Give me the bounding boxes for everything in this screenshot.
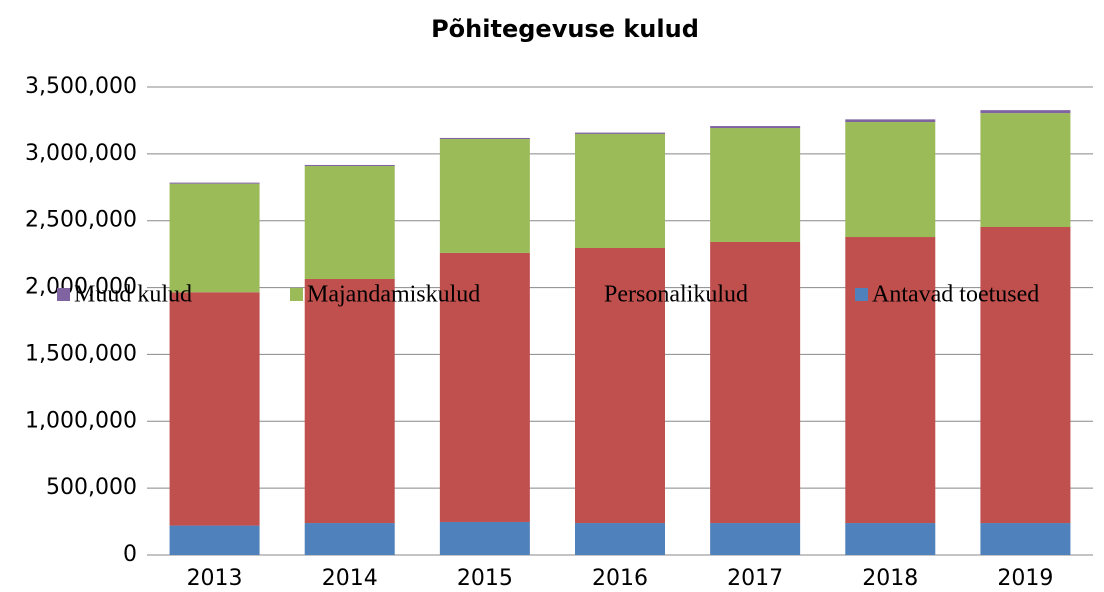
legend-label: Antavad toetused (872, 282, 1039, 308)
legend-label: Majandamiskulud (307, 282, 480, 308)
x-tick-label: 2014 (322, 566, 378, 591)
x-tick-label: 2016 (592, 566, 648, 591)
bar-segment (845, 122, 936, 238)
bar-segment (439, 137, 530, 140)
bar-segment (980, 113, 1071, 227)
bar-segment (845, 523, 936, 555)
x-tick-label: 2015 (457, 566, 513, 591)
bar-segment (304, 523, 395, 555)
bar-segment (845, 237, 936, 524)
x-tick-label: 2019 (997, 566, 1053, 591)
bar-segment (304, 164, 395, 167)
legend-label: Personalikulud (604, 282, 748, 308)
y-tick-label: 2,500,000 (25, 208, 137, 233)
bar-segment (439, 252, 530, 522)
bar-segment (710, 128, 801, 242)
bar-segment (169, 525, 260, 555)
bar-segment (439, 139, 530, 253)
legend-swatch (290, 288, 303, 301)
bar-segment (980, 110, 1071, 114)
bar-segment (980, 226, 1071, 524)
y-tick-label: 500,000 (46, 475, 137, 500)
bar-segment (304, 166, 395, 280)
bar-segment (169, 292, 260, 526)
y-tick-label: 1,000,000 (25, 408, 137, 433)
x-tick-label: 2017 (727, 566, 783, 591)
chart-title: Põhitegevuse kulud (431, 15, 699, 43)
bar-segment (710, 523, 801, 555)
bar-segment (169, 183, 260, 293)
x-tick-label: 2013 (187, 566, 243, 591)
y-tick-label: 2,000,000 (25, 275, 137, 300)
y-tick-label: 0 (123, 542, 137, 567)
y-tick-label: 3,000,000 (25, 141, 137, 166)
bar-segment (439, 521, 530, 555)
legend-swatch (855, 288, 868, 301)
bar-segment (575, 133, 665, 248)
legend-swatch (57, 288, 70, 301)
bar-segment (980, 523, 1071, 555)
y-tick-label: 1,500,000 (25, 341, 137, 366)
bar-segment (575, 523, 665, 555)
legend-swatch (587, 288, 600, 301)
bar-segment (710, 241, 801, 524)
bar-segment (710, 126, 801, 129)
bar-segment (845, 119, 936, 123)
x-tick-label: 2018 (862, 566, 918, 591)
bar-segment (575, 132, 665, 134)
bar-segment (169, 182, 260, 184)
y-tick-label: 3,500,000 (25, 74, 137, 99)
bar-segment (304, 279, 395, 524)
legend-label: Muud kulud (74, 282, 192, 308)
